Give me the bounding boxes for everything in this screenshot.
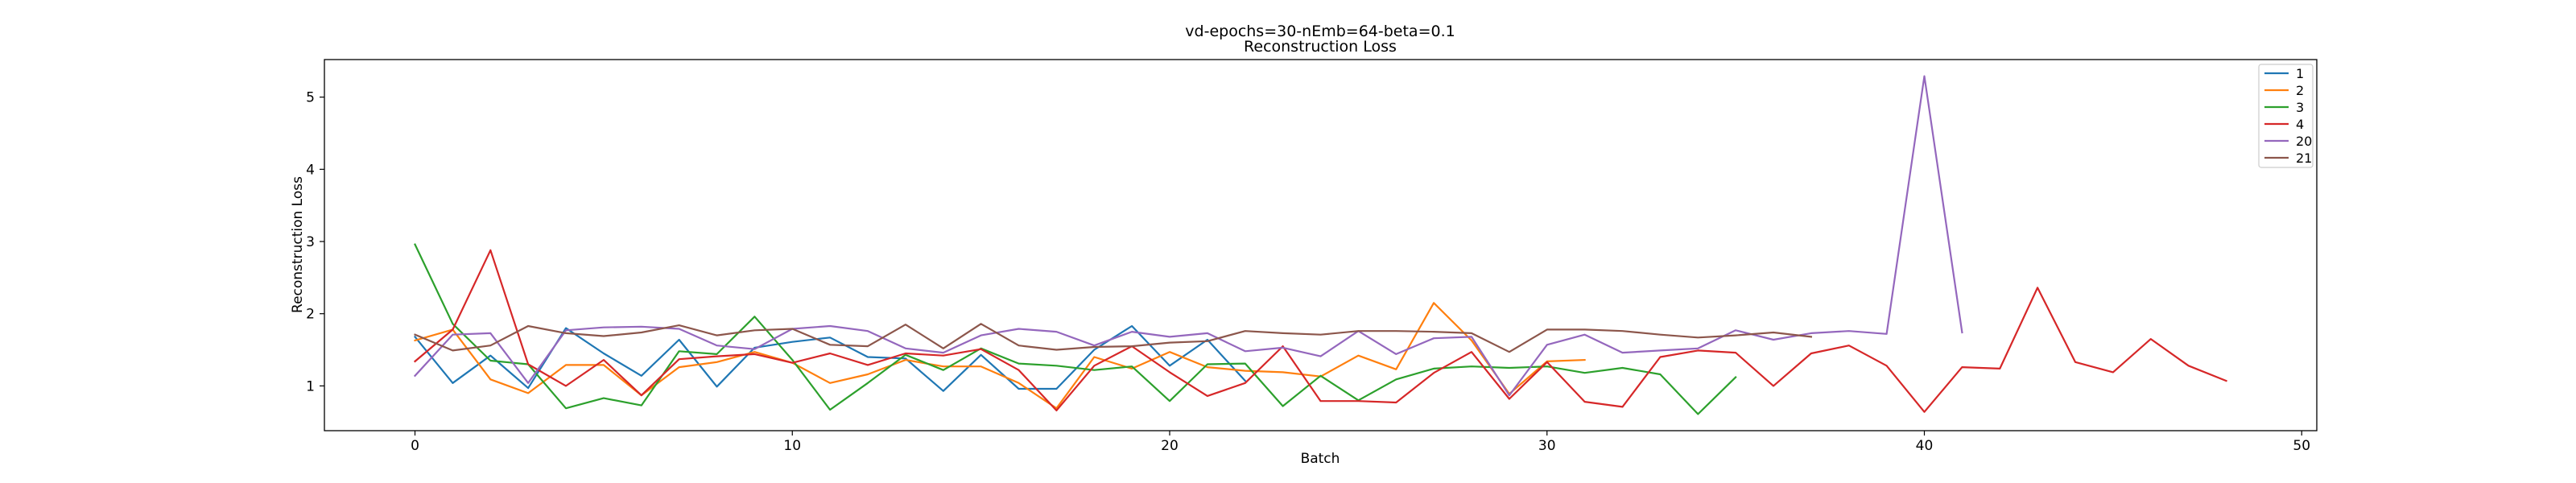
x-axis: 0 10 20 30 40 50: [411, 431, 2310, 454]
legend-label-4: 4: [2296, 117, 2304, 132]
chart-title: vd-epochs=30-nEmb=64-beta=0.1: [1185, 23, 1455, 40]
x-tick-label: 50: [2293, 438, 2310, 454]
legend-label-3: 3: [2296, 100, 2304, 115]
legend-label-2: 2: [2296, 83, 2304, 98]
legend: 1 2 3 4 20 21: [2258, 64, 2314, 168]
x-tick-label: 20: [1161, 438, 1179, 454]
series-line-2: [414, 302, 1586, 410]
y-tick-label: 1: [306, 378, 315, 394]
series-line-21: [414, 323, 1813, 353]
y-axis-label: Reconstruction Loss: [290, 176, 306, 313]
y-tick-label: 2: [306, 307, 315, 323]
x-tick-label: 30: [1538, 438, 1556, 454]
series-line-4: [413, 249, 2227, 413]
y-axis: 1 2 3 4 5: [306, 90, 324, 394]
series-line-20: [413, 75, 1963, 397]
legend-label-20: 20: [2296, 134, 2312, 149]
y-tick-label: 3: [306, 234, 315, 250]
x-tick-label: 0: [411, 438, 419, 454]
x-tick-label: 10: [783, 438, 801, 454]
plot-area: [413, 75, 2227, 415]
y-tick-label: 5: [306, 90, 315, 106]
plot-frame: [324, 59, 2318, 431]
x-tick-label: 40: [1916, 438, 1934, 454]
legend-label-21: 21: [2296, 151, 2312, 166]
series-line-3: [414, 243, 1737, 415]
y-tick-label: 4: [306, 162, 315, 178]
chart-subtitle: Reconstruction Loss: [1244, 38, 1397, 56]
legend-label-1: 1: [2296, 66, 2304, 81]
x-axis-label: Batch: [1301, 451, 1340, 467]
